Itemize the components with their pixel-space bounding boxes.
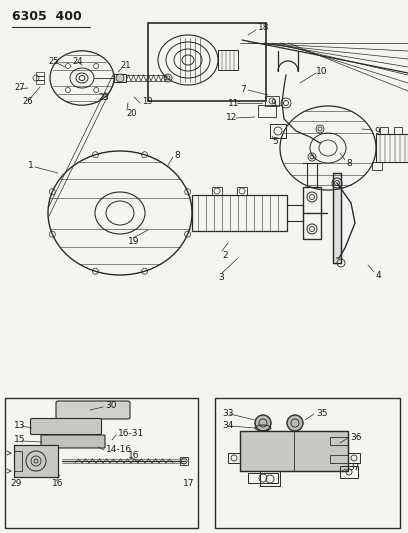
Text: 16-31: 16-31: [118, 429, 144, 438]
Bar: [248, 473, 278, 483]
Text: 8: 8: [174, 150, 180, 159]
Bar: [148, 23, 266, 101]
Text: 13: 13: [14, 421, 25, 430]
Bar: [348, 453, 360, 463]
Bar: [240, 431, 348, 471]
Text: 2: 2: [222, 251, 228, 260]
Text: 4: 4: [376, 271, 381, 279]
Bar: [218, 50, 238, 70]
Bar: [5, 398, 198, 528]
FancyBboxPatch shape: [56, 401, 130, 419]
Bar: [36, 72, 44, 76]
Bar: [376, 134, 408, 162]
Bar: [240, 431, 348, 471]
Circle shape: [287, 415, 303, 431]
Bar: [265, 96, 279, 106]
Bar: [14, 445, 58, 477]
Text: 18: 18: [258, 23, 270, 33]
Text: 6305  400: 6305 400: [12, 10, 82, 23]
Text: 19: 19: [142, 96, 153, 106]
Bar: [114, 74, 126, 82]
Bar: [228, 453, 240, 463]
Bar: [333, 173, 341, 263]
Text: 21: 21: [120, 61, 131, 70]
Circle shape: [116, 74, 124, 82]
Bar: [36, 76, 44, 80]
Bar: [270, 124, 286, 138]
Bar: [192, 195, 287, 231]
Bar: [237, 187, 247, 195]
Bar: [215, 398, 400, 528]
Bar: [303, 187, 321, 239]
Text: 16: 16: [128, 451, 140, 461]
Text: 11: 11: [228, 99, 239, 108]
Text: 12: 12: [226, 114, 237, 123]
Bar: [330, 455, 348, 463]
Text: 17: 17: [183, 479, 195, 488]
FancyBboxPatch shape: [31, 418, 102, 434]
Bar: [260, 471, 280, 486]
FancyBboxPatch shape: [41, 435, 105, 448]
Bar: [394, 127, 402, 134]
Bar: [180, 457, 188, 465]
Text: 37: 37: [348, 464, 359, 472]
Text: 14-16: 14-16: [106, 445, 132, 454]
Text: 9: 9: [270, 99, 276, 108]
Text: 19: 19: [128, 237, 140, 246]
Text: 35: 35: [316, 408, 328, 417]
Bar: [330, 437, 348, 445]
Text: 3: 3: [218, 272, 224, 281]
Bar: [14, 445, 58, 477]
Text: 15: 15: [14, 435, 25, 445]
Text: 24: 24: [72, 56, 82, 66]
Text: 9: 9: [374, 126, 380, 135]
Text: 26: 26: [22, 96, 33, 106]
Bar: [258, 105, 276, 117]
Text: 34: 34: [222, 421, 233, 430]
Bar: [36, 80, 44, 84]
Bar: [372, 162, 382, 170]
Text: 10: 10: [316, 67, 328, 76]
Text: 7: 7: [240, 85, 246, 93]
Circle shape: [255, 415, 271, 431]
Text: 25: 25: [48, 56, 58, 66]
Bar: [212, 187, 222, 195]
Bar: [340, 466, 358, 478]
Text: 8: 8: [346, 158, 352, 167]
Text: 27: 27: [14, 84, 24, 93]
Text: 33: 33: [222, 408, 233, 417]
Bar: [333, 173, 341, 263]
Text: 30: 30: [105, 401, 117, 410]
Text: 36: 36: [350, 433, 361, 442]
Text: 20: 20: [126, 109, 137, 117]
Text: 1: 1: [28, 160, 34, 169]
Bar: [14, 451, 22, 471]
Text: 29: 29: [10, 479, 21, 488]
Text: 16: 16: [52, 479, 64, 488]
Bar: [380, 127, 388, 134]
Text: 5: 5: [272, 136, 278, 146]
Text: 23: 23: [98, 93, 109, 102]
